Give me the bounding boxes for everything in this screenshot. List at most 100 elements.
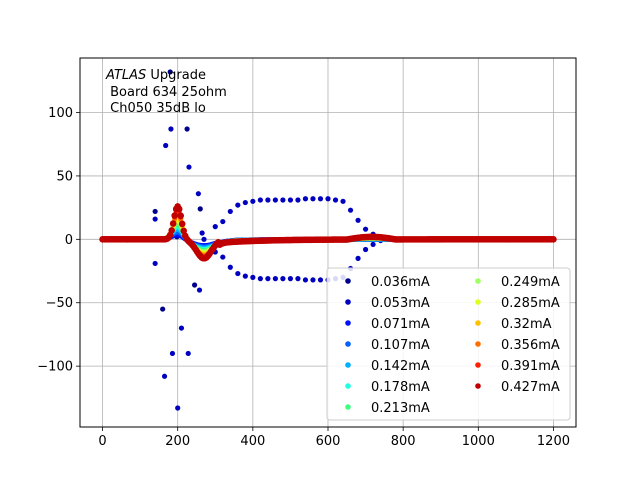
y-tick-label: 50 <box>56 169 73 184</box>
data-point <box>235 270 241 277</box>
data-point <box>227 264 233 270</box>
data-point <box>184 126 190 132</box>
legend-label: 0.427mA <box>501 380 560 395</box>
data-point <box>196 287 203 293</box>
data-point <box>310 196 316 202</box>
data-point <box>220 254 226 260</box>
data-points <box>99 69 557 411</box>
legend-label: 0.036mA <box>371 275 430 290</box>
x-tick-label: 200 <box>165 434 190 449</box>
data-point <box>167 69 173 75</box>
legend-marker <box>475 299 481 305</box>
data-point <box>265 197 271 203</box>
legend-label: 0.178mA <box>371 380 430 395</box>
data-point <box>199 230 205 236</box>
data-point <box>317 277 324 283</box>
x-tick-label: 1200 <box>537 434 570 449</box>
data-point <box>250 198 256 204</box>
y-tick-label: −50 <box>46 296 73 311</box>
x-tick-label: 800 <box>391 434 416 449</box>
annotation-line-1: ATLAS Upgrade <box>105 68 206 83</box>
data-point <box>550 236 557 243</box>
data-point <box>242 199 248 206</box>
annotation-line-3: Ch050 35dB lo <box>106 101 206 116</box>
x-tick-label: 400 <box>240 434 265 449</box>
data-point <box>152 216 158 222</box>
data-point <box>257 276 263 282</box>
legend-label: 0.053mA <box>371 296 430 311</box>
data-point <box>362 246 369 253</box>
data-point <box>265 276 271 282</box>
legend-marker <box>345 362 351 368</box>
data-point <box>235 202 241 208</box>
legend-marker <box>345 404 351 410</box>
data-point <box>370 241 376 248</box>
data-point <box>227 208 233 215</box>
legend-label: 0.213mA <box>371 401 430 416</box>
legend-marker <box>475 320 481 326</box>
data-point <box>175 205 183 213</box>
legend-label: 0.32mA <box>501 317 552 332</box>
data-point <box>195 191 201 197</box>
data-point <box>152 208 158 215</box>
legend-marker <box>345 320 351 326</box>
data-point <box>152 260 158 267</box>
data-point <box>272 197 278 203</box>
data-point <box>178 220 186 228</box>
data-point <box>325 196 331 202</box>
legend-label: 0.071mA <box>371 317 430 332</box>
legend-label: 0.285mA <box>501 296 560 311</box>
annotation-italic-word: ATLAS <box>105 68 146 83</box>
data-point <box>242 273 248 279</box>
annotation-line-1-rest: Upgrade <box>146 68 206 83</box>
data-point <box>362 226 369 232</box>
data-point <box>355 217 361 223</box>
legend-box <box>326 267 571 421</box>
data-point <box>280 197 286 203</box>
data-point <box>178 325 185 331</box>
legend-label: 0.391mA <box>501 359 560 374</box>
data-point <box>163 142 169 149</box>
data-point <box>175 405 181 411</box>
data-point <box>197 206 203 212</box>
legend-marker <box>475 341 481 347</box>
y-tick-label: 100 <box>48 106 73 121</box>
data-point <box>295 197 301 203</box>
data-point <box>169 350 176 357</box>
data-point <box>355 255 361 261</box>
data-point <box>280 276 286 282</box>
legend-marker <box>475 383 481 389</box>
data-point <box>186 164 192 170</box>
y-tick-label: −100 <box>37 360 73 375</box>
data-point <box>192 282 198 288</box>
data-point <box>272 276 278 282</box>
data-point <box>347 207 354 213</box>
legend-marker <box>345 341 351 347</box>
legend-label: 0.356mA <box>501 338 560 353</box>
data-point <box>332 197 339 203</box>
data-point <box>201 236 207 242</box>
data-point <box>250 274 256 280</box>
data-point <box>168 126 174 132</box>
data-point <box>180 227 188 235</box>
data-point <box>185 350 191 357</box>
data-point <box>287 197 294 203</box>
x-tick-label: 600 <box>316 434 341 449</box>
data-point <box>220 218 226 225</box>
annotation-line-2: Board 634 25ohm <box>106 85 227 100</box>
data-point <box>161 373 168 379</box>
data-point <box>257 197 263 203</box>
x-tick-label: 1000 <box>462 434 495 449</box>
legend-items: 0.036mA 0.053mA 0.071mA 0.107mA 0.142mA 0.178… <box>345 275 560 416</box>
data-point <box>212 224 218 230</box>
data-point <box>310 277 316 283</box>
y-tick-label: 0 <box>65 233 73 248</box>
data-point <box>171 212 178 219</box>
data-point <box>302 277 309 283</box>
legend-label: 0.142mA <box>371 359 430 374</box>
data-point <box>177 212 185 219</box>
legend-marker <box>475 362 481 368</box>
legend-marker <box>345 383 351 389</box>
data-point <box>168 227 175 234</box>
